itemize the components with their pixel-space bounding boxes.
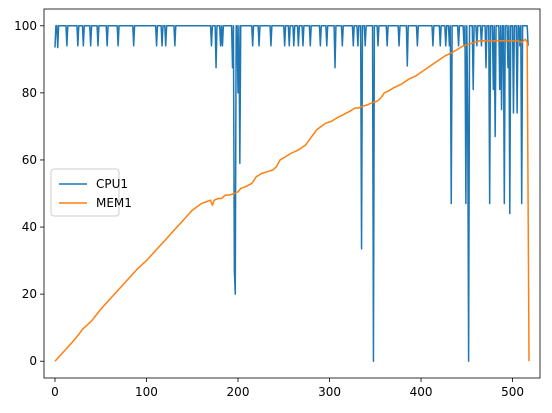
series-line-mem1	[54, 38, 530, 362]
y-tick-label: 0	[29, 354, 37, 368]
legend: CPU1 MEM1	[50, 168, 132, 217]
y-tick-label: 60	[22, 153, 37, 167]
legend-label-cpu1: CPU1	[96, 177, 128, 191]
x-tick-label: 500	[501, 385, 524, 399]
x-tick-label: 200	[227, 385, 250, 399]
x-tick-label: 100	[135, 385, 158, 399]
y-tick-label: 20	[22, 287, 37, 301]
legend-label-mem1: MEM1	[96, 196, 132, 210]
plot-frame	[43, 8, 541, 379]
y-tick-label: 100	[14, 19, 37, 33]
x-tick-label: 300	[318, 385, 341, 399]
legend-box	[50, 168, 120, 217]
x-tick-label: 400	[410, 385, 433, 399]
plot-background	[44, 9, 540, 378]
y-axis: 0 20 40 60 80 100	[14, 19, 44, 368]
x-tick-label: 0	[51, 385, 59, 399]
series-line-cpu1	[54, 25, 529, 362]
y-tick-label: 40	[22, 220, 37, 234]
x-axis: 0 100 200 300 400 500	[51, 378, 524, 399]
y-tick-label: 80	[22, 86, 37, 100]
series-layer	[54, 25, 530, 362]
